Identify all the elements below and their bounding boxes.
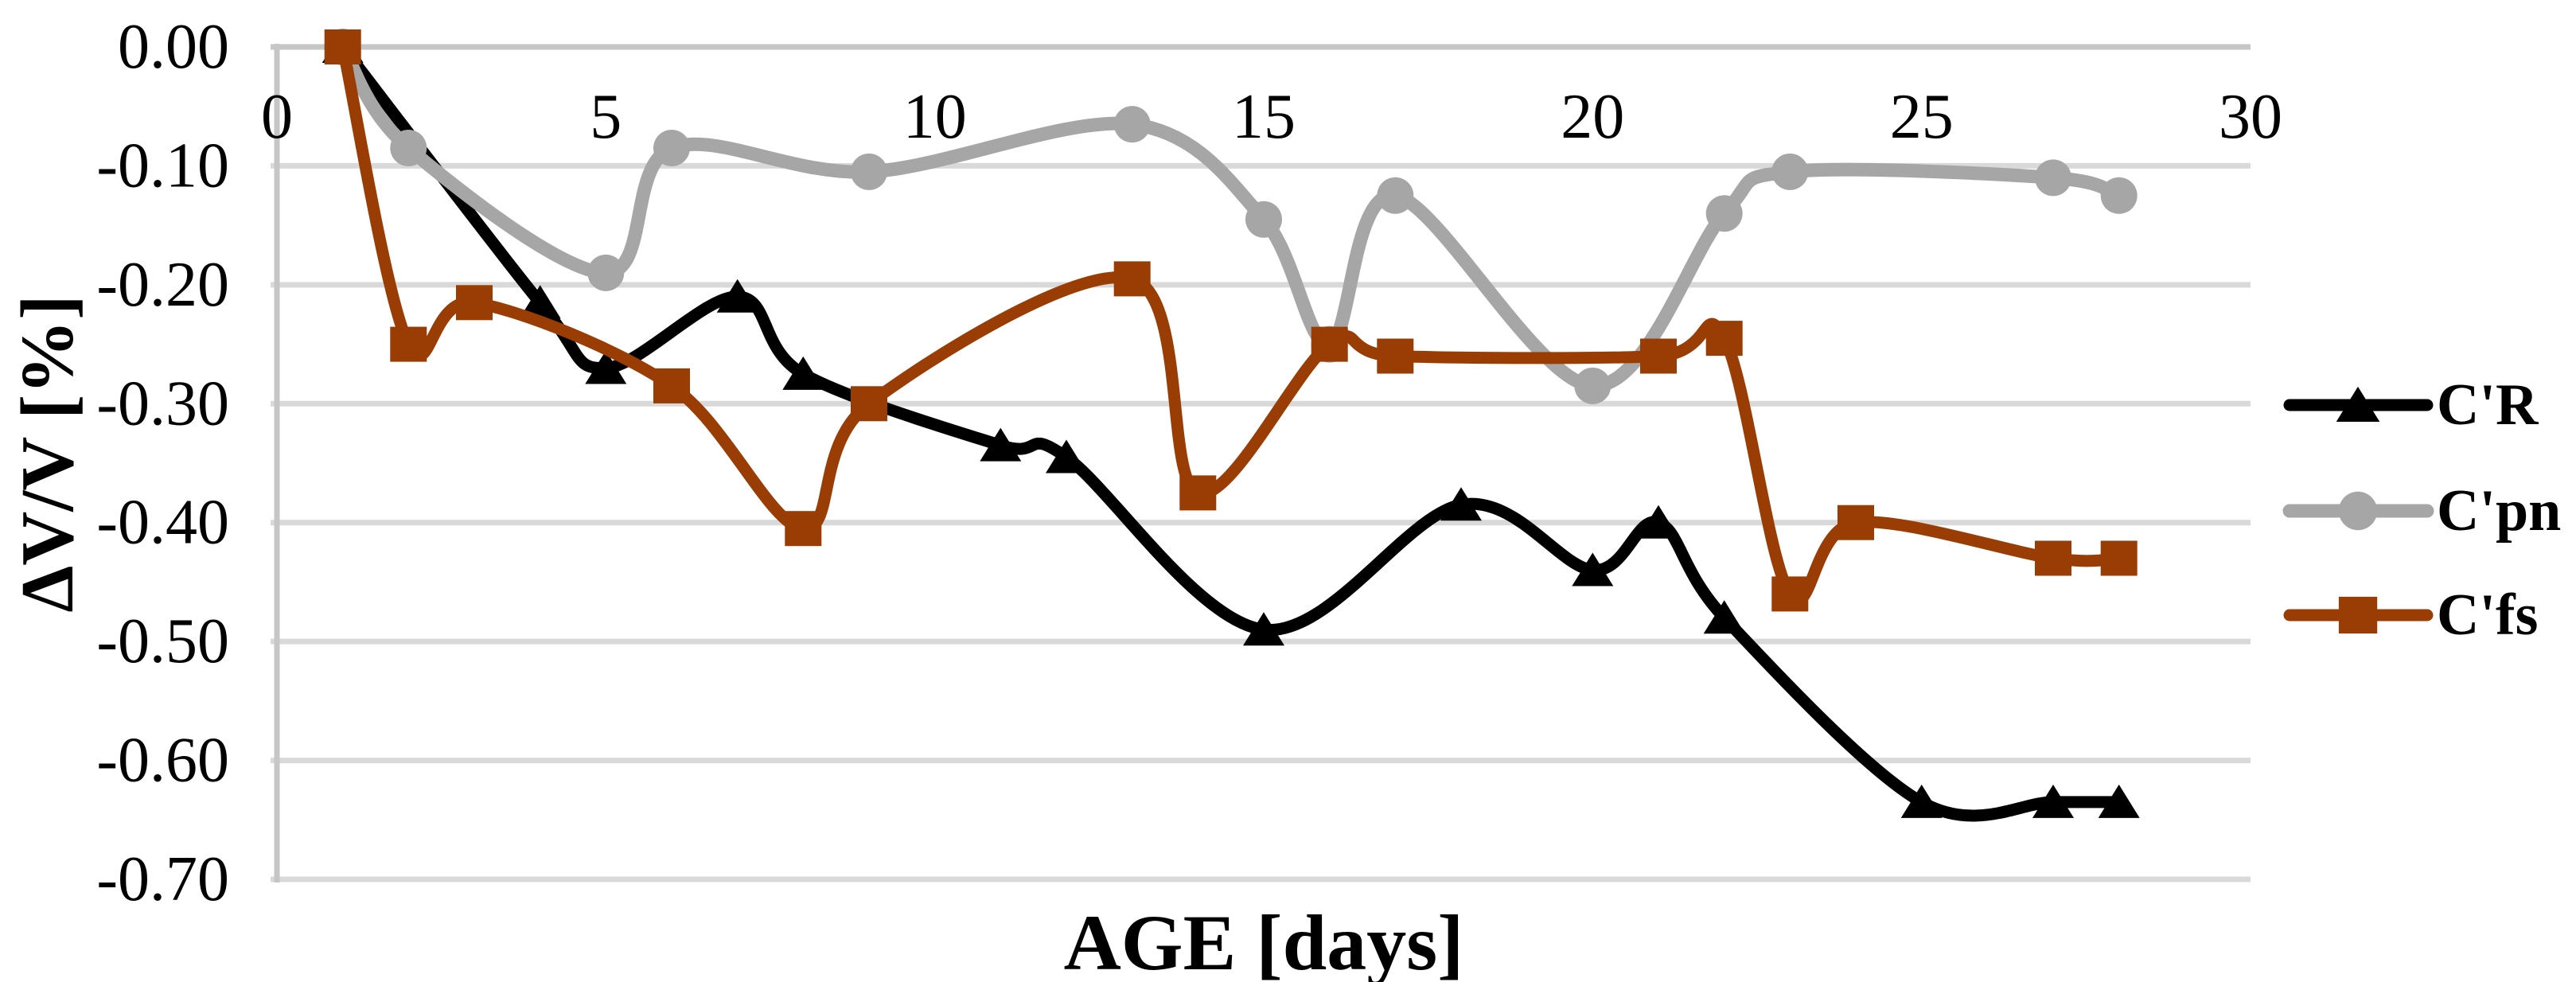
y-tick-label: -0.10	[96, 131, 229, 201]
triangle-marker	[1900, 784, 1943, 818]
triangle-marker	[1572, 552, 1614, 586]
square-marker	[324, 29, 361, 64]
triangle-marker	[1243, 612, 1284, 646]
y-tick-label: -0.60	[96, 726, 229, 796]
legend-label: C'fs	[2437, 583, 2538, 648]
square-marker	[1311, 326, 1348, 362]
circle-marker	[390, 130, 427, 166]
square-marker	[785, 511, 822, 547]
triangle-marker	[1703, 600, 1745, 634]
circle-marker	[1705, 195, 1743, 232]
circle-marker	[2035, 159, 2071, 197]
y-tick-label: 0.00	[118, 12, 229, 82]
square-marker	[390, 326, 427, 362]
triangle-marker	[1638, 505, 1679, 539]
square-marker	[1377, 338, 1414, 374]
legend-label: C'pn	[2437, 478, 2561, 544]
circle-marker	[1377, 177, 1414, 214]
circle-marker	[851, 153, 887, 190]
square-marker	[653, 368, 690, 403]
y-tick-label: -0.70	[96, 844, 229, 914]
circle-marker	[1113, 106, 1151, 143]
x-tick-label: 25	[1890, 82, 1954, 152]
circle-marker	[1245, 201, 1282, 238]
square-marker	[1640, 338, 1677, 374]
triangle-marker	[2336, 386, 2380, 422]
square-marker	[1705, 321, 1743, 357]
circle-marker	[653, 130, 690, 166]
x-tick-label: 20	[1561, 82, 1624, 152]
square-marker	[1837, 505, 1874, 540]
square-marker	[1179, 475, 1217, 511]
triangle-marker	[519, 285, 561, 319]
square-marker	[2100, 540, 2138, 576]
y-tick-label: -0.40	[96, 488, 229, 558]
legend-label: C'R	[2437, 372, 2539, 438]
y-axis-title: ΔV/V [%]	[6, 294, 89, 612]
y-tick-label: -0.50	[96, 606, 229, 676]
square-marker	[1113, 261, 1151, 297]
square-marker	[456, 285, 493, 321]
x-axis-title: AGE [days]	[1064, 898, 1464, 982]
y-tick-label: -0.30	[96, 368, 229, 438]
y-tick-label: -0.20	[96, 250, 229, 320]
series-line-cr	[337, 41, 2126, 822]
square-marker	[851, 386, 887, 422]
x-tick-label: 30	[2219, 82, 2282, 152]
circle-marker	[1574, 367, 1611, 404]
triangle-marker	[980, 427, 1022, 462]
x-tick-label: 10	[903, 82, 967, 152]
triangle-marker	[782, 356, 824, 390]
x-tick-label: 0	[261, 82, 293, 152]
triangle-marker	[585, 350, 627, 384]
x-tick-label: 15	[1232, 82, 1296, 152]
square-marker	[1771, 576, 1809, 612]
square-marker	[2035, 540, 2071, 576]
circle-marker	[587, 254, 625, 291]
circle-marker	[2100, 177, 2138, 214]
triangle-marker	[716, 279, 758, 313]
triangle-marker	[1440, 487, 1482, 521]
circle-marker	[2338, 491, 2378, 531]
x-tick-label: 5	[590, 82, 622, 152]
triangle-marker	[2032, 784, 2074, 818]
circle-marker	[1771, 153, 1809, 190]
triangle-marker	[1046, 439, 1087, 473]
series-line-cpn	[336, 40, 2126, 393]
triangle-marker	[2098, 784, 2140, 818]
square-marker	[2338, 596, 2378, 634]
